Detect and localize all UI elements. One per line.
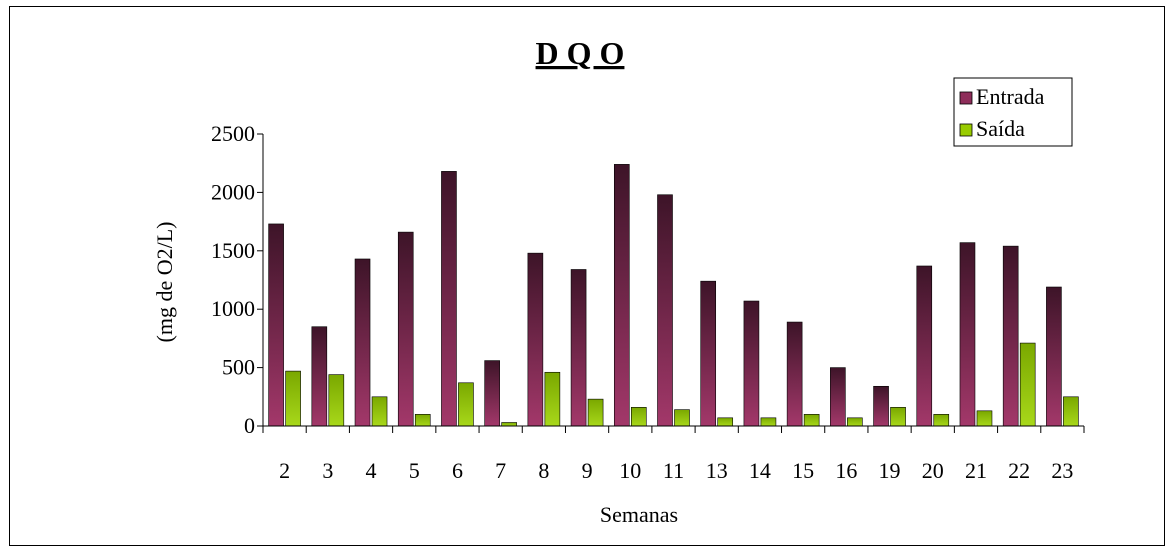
bar-entrada bbox=[786, 321, 803, 427]
bar-entrada bbox=[700, 280, 717, 427]
x-tick-label: 23 bbox=[1051, 458, 1073, 483]
bar-saida bbox=[587, 398, 604, 427]
bar-saida bbox=[847, 417, 863, 427]
x-tick-label: 2 bbox=[279, 458, 290, 483]
bar-entrada bbox=[268, 223, 284, 427]
bar-saida bbox=[544, 371, 561, 427]
x-tick-label: 9 bbox=[582, 458, 593, 483]
x-tick-label: 8 bbox=[538, 458, 549, 483]
bars bbox=[268, 164, 1079, 427]
bar-entrada bbox=[441, 171, 457, 427]
x-tick-label: 14 bbox=[749, 458, 771, 483]
bar-entrada bbox=[873, 385, 889, 427]
legend-swatch bbox=[959, 91, 973, 105]
bar-entrada bbox=[484, 360, 500, 427]
x-tick-label: 20 bbox=[922, 458, 944, 483]
x-tick-label: 3 bbox=[322, 458, 333, 483]
y-tick-label: 0 bbox=[244, 413, 255, 438]
y-tick-label: 2500 bbox=[211, 121, 255, 146]
bar-saida bbox=[976, 410, 993, 427]
bar-saida bbox=[890, 407, 906, 427]
bar-saida bbox=[1063, 396, 1079, 427]
legend-entry-label: Saída bbox=[976, 116, 1025, 141]
bar-saida bbox=[501, 422, 517, 427]
bar-saida bbox=[458, 382, 474, 427]
y-tick-label: 1500 bbox=[211, 238, 255, 263]
bar-saida bbox=[674, 409, 690, 427]
bar-entrada bbox=[570, 269, 587, 427]
x-tick-label: 6 bbox=[452, 458, 463, 483]
bar-entrada bbox=[743, 300, 760, 427]
x-tick-label: 11 bbox=[663, 458, 684, 483]
bar-entrada bbox=[311, 326, 328, 427]
bar-saida bbox=[717, 417, 734, 427]
bar-entrada bbox=[613, 164, 630, 427]
y-tick-label: 500 bbox=[222, 355, 255, 380]
x-axis-label: Semanas bbox=[600, 502, 678, 527]
bar-entrada bbox=[397, 231, 414, 427]
y-tick-label: 1000 bbox=[211, 296, 255, 321]
x-tick-label: 7 bbox=[495, 458, 506, 483]
dqo-bar-chart: D Q O (mg de O2/L) Semanas 0 500 1000 1500 2… bbox=[152, 35, 1085, 527]
bar-entrada bbox=[1002, 245, 1019, 427]
bar-saida bbox=[803, 414, 820, 427]
x-tick-label: 19 bbox=[879, 458, 901, 483]
bar-entrada bbox=[916, 265, 933, 427]
legend: Entrada Saída bbox=[953, 77, 1073, 147]
bar-entrada bbox=[1046, 286, 1062, 427]
bar-entrada bbox=[830, 367, 846, 427]
y-axis-label: (mg de O2/L) bbox=[152, 222, 177, 343]
legend-entry-label: Entrada bbox=[976, 84, 1045, 109]
legend-swatch bbox=[959, 123, 973, 137]
x-tick-label: 21 bbox=[965, 458, 987, 483]
x-tick-label: 4 bbox=[366, 458, 377, 483]
bar-saida bbox=[933, 414, 950, 427]
chart-title: D Q O bbox=[536, 35, 625, 71]
bar-saida bbox=[414, 414, 431, 427]
x-tick-label: 22 bbox=[1008, 458, 1030, 483]
bar-entrada bbox=[657, 194, 673, 427]
bar-entrada bbox=[527, 252, 544, 427]
x-tick-label: 16 bbox=[835, 458, 857, 483]
bar-saida bbox=[760, 417, 777, 427]
bar-entrada bbox=[959, 242, 976, 427]
bar-saida bbox=[285, 370, 301, 427]
bar-saida bbox=[1019, 342, 1036, 427]
x-tick-label: 5 bbox=[409, 458, 420, 483]
bar-saida bbox=[371, 396, 388, 427]
bar-entrada bbox=[354, 258, 371, 427]
legend-box bbox=[953, 77, 1073, 147]
y-tick-label: 2000 bbox=[211, 179, 255, 204]
bar-saida bbox=[630, 407, 647, 427]
x-axis-ticks: 2 3 4 5 6 7 8 9 10 11 13 14 15 16 19 20 21 22 23 bbox=[262, 426, 1085, 483]
y-axis-ticks: 0 500 1000 1500 2000 2500 bbox=[211, 121, 263, 438]
x-tick-label: 10 bbox=[619, 458, 641, 483]
x-tick-label: 15 bbox=[792, 458, 814, 483]
x-tick-label: 13 bbox=[706, 458, 728, 483]
bar-saida bbox=[328, 374, 345, 427]
